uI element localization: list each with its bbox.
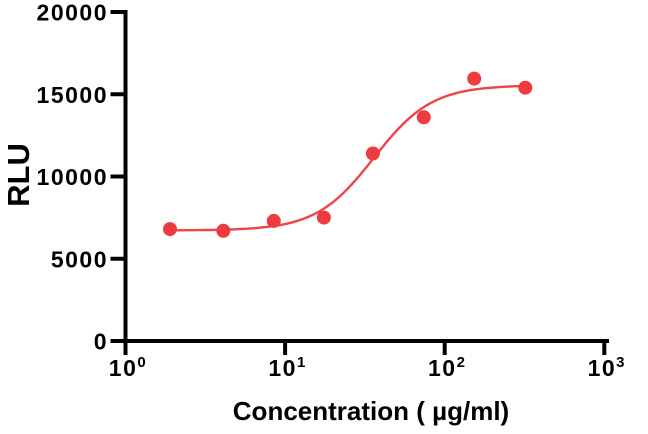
data-point [365,146,380,161]
y-tick-label: 10000 [37,164,108,190]
y-tick-label: 0 [94,329,108,355]
data-point [416,110,431,125]
data-point [216,223,231,238]
y-tick-label: 20000 [37,0,108,26]
data-point [518,80,533,95]
x-tick-label: 102 [428,354,465,381]
x-tick-label: 100 [109,354,146,381]
data-point [467,71,482,86]
x-tick-label: 103 [588,354,625,381]
x-tick-label: 101 [268,354,305,381]
data-point [163,222,177,237]
axes: 0 5000 10000 15000 20000 100 101 102 103 [37,0,625,381]
data-point [266,213,281,228]
y-tick-label: 5000 [51,246,108,272]
data-point [316,210,331,225]
y-tick-label: 15000 [37,82,108,108]
fit-curve [170,84,526,232]
x-axis-title: Concentration ( µg/ml) [233,396,509,426]
y-axis-title: RLU [1,143,36,207]
series-layer [163,71,533,238]
